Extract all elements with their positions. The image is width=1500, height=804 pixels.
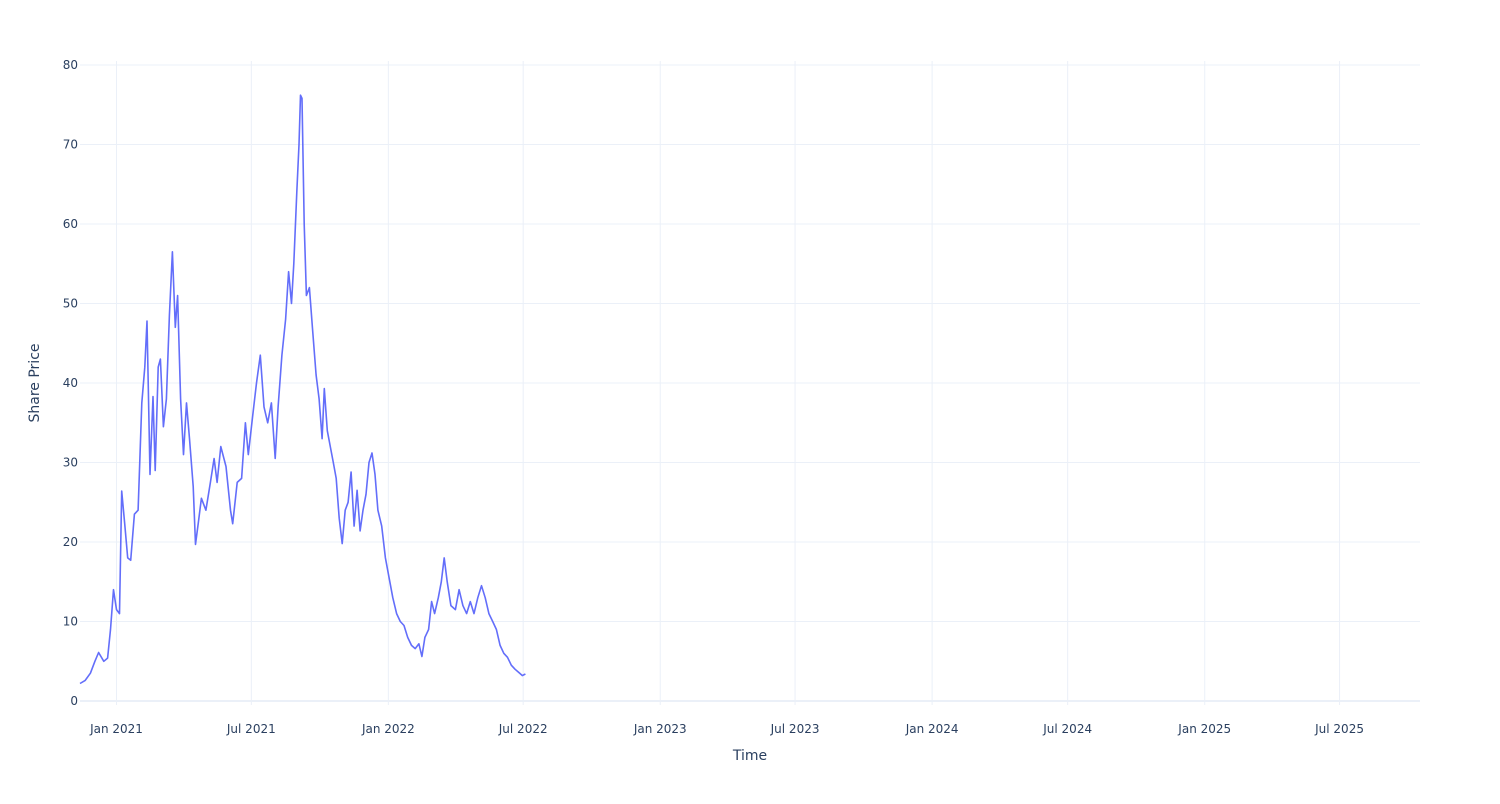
x-tick-label: Jul 2023 <box>770 722 820 736</box>
y-axis-title: Share Price <box>27 343 43 422</box>
x-tick-label: Jan 2025 <box>1177 722 1231 736</box>
y-tick-label: 80 <box>63 58 78 72</box>
y-tick-label: 40 <box>63 376 78 390</box>
price-series-line <box>79 94 526 685</box>
x-tick-label: Jan 2024 <box>905 722 959 736</box>
x-axis-title: Time <box>732 748 767 764</box>
y-tick-label: 70 <box>63 137 78 151</box>
x-tick-label: Jan 2021 <box>89 722 143 736</box>
x-tick-label: Jan 2022 <box>361 722 415 736</box>
series-layer <box>79 94 526 685</box>
tick-labels: 0 10 20 30 40 50 60 70 80 Jan 2021 Jul 2021 Jan 202… <box>63 58 1364 736</box>
y-tick-label: 0 <box>70 694 78 708</box>
y-tick-label: 20 <box>63 535 78 549</box>
y-tick-label: 10 <box>63 615 78 629</box>
x-tick-label: Jul 2022 <box>498 722 548 736</box>
x-tick-label: Jan 2023 <box>633 722 687 736</box>
x-tick-label: Jul 2021 <box>226 722 276 736</box>
grid <box>80 61 1420 705</box>
x-tick-label: Jul 2025 <box>1314 722 1364 736</box>
x-tick-label: Jul 2024 <box>1042 722 1092 736</box>
y-tick-label: 50 <box>63 296 78 310</box>
y-tick-label: 30 <box>63 456 78 470</box>
y-tick-label: 60 <box>63 217 78 231</box>
